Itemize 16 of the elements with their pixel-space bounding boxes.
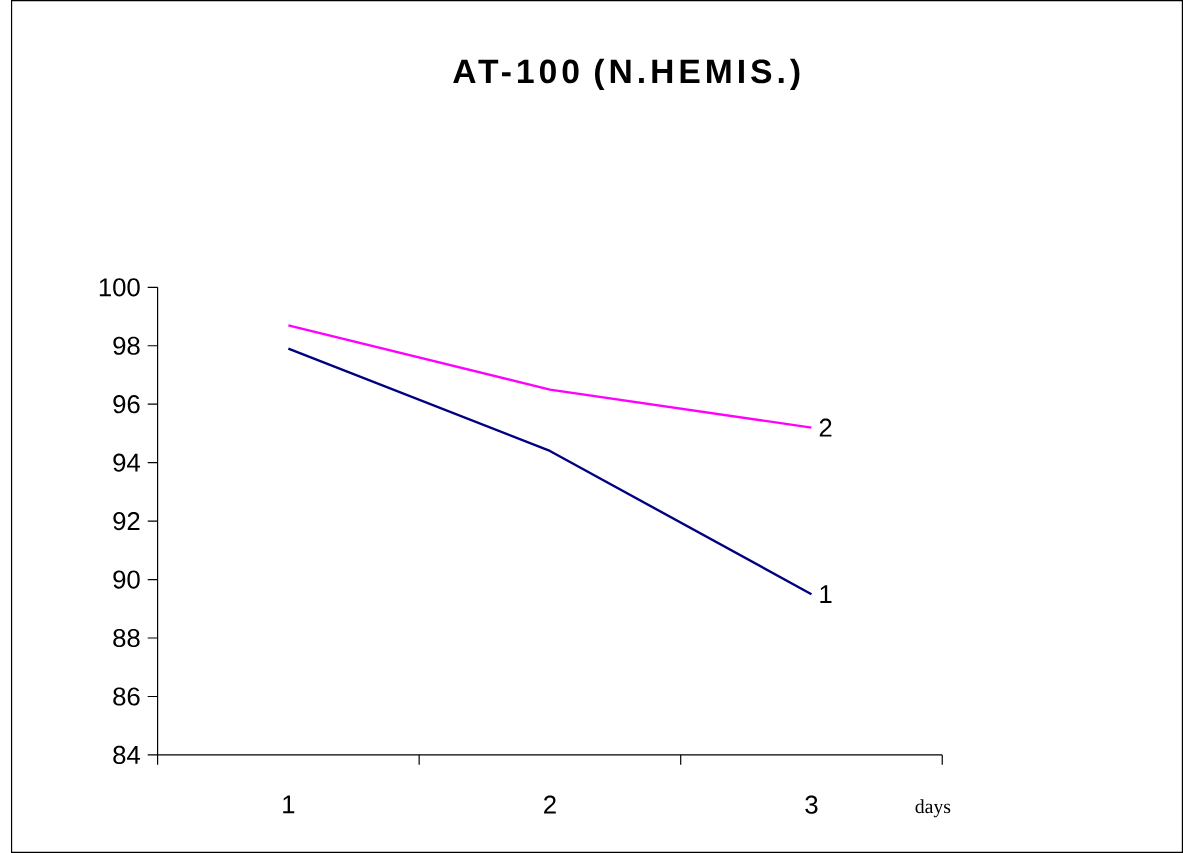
y-tick-label: 90 — [113, 570, 140, 589]
y-tick-label: 84 — [113, 745, 140, 764]
y-tick-label: 86 — [113, 687, 140, 706]
series-label: 2 — [819, 418, 832, 437]
x-axis-title: days — [915, 799, 951, 818]
chart-title: AT-100 (N.HEMIS.) — [453, 58, 800, 90]
x-tick-label: 1 — [283, 795, 295, 814]
y-tick-label: 94 — [113, 453, 140, 472]
y-tick-label: 100 — [99, 278, 140, 297]
y-tick-label: 98 — [113, 336, 140, 355]
y-tick-label: 88 — [113, 628, 140, 648]
y-tick-label: 92 — [113, 512, 140, 531]
x-tick-label: 2 — [544, 795, 556, 814]
y-tick-label: 96 — [113, 395, 140, 414]
x-tick-label: 3 — [805, 795, 818, 814]
series-label: 1 — [820, 585, 832, 603]
